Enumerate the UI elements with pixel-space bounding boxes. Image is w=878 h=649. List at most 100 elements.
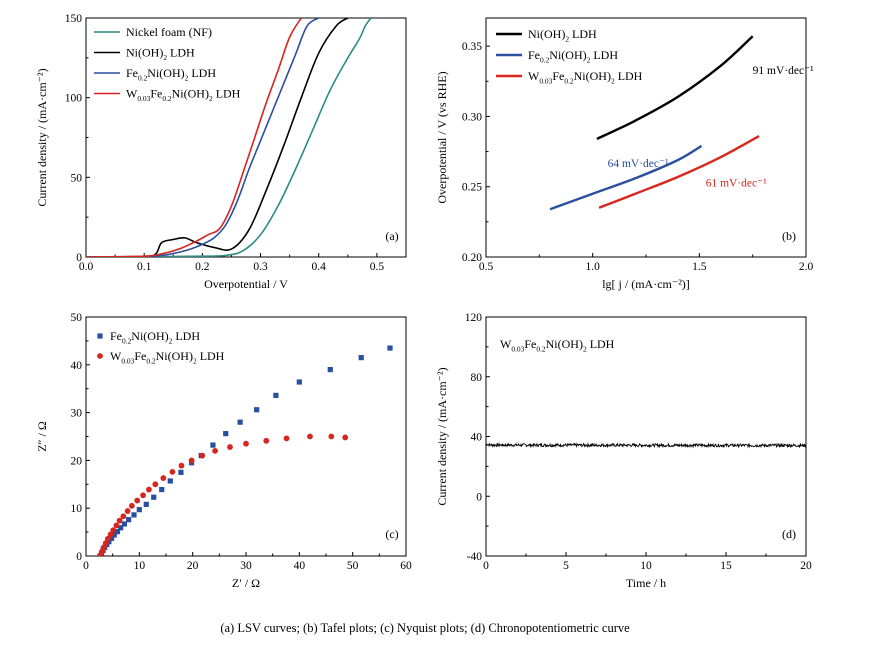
x-tick-label: 10: [640, 560, 652, 572]
legend-label: W0.03Fe0.2Ni(OH)2 LDH: [528, 69, 643, 86]
x-tick-label: 1.5: [692, 261, 707, 273]
series-line-nickel-foam-nf: [86, 18, 372, 257]
point-w0-03fe0-2ni-oh-2-ldh: [199, 452, 206, 459]
point-fe0-2ni-oh-2-ldh: [358, 355, 364, 361]
point-w0-03fe0-2ni-oh-2-ldh: [243, 440, 249, 447]
point-fe0-2ni-oh-2-ldh: [254, 407, 260, 413]
series-line-fe0-2ni-oh-2-ldh: [549, 144, 703, 211]
legend-label: Fe0.2Ni(OH)2 LDH: [126, 66, 216, 83]
figure-caption: (a) LSV curves; (b) Tafel plots; (c) Nyq…: [220, 621, 630, 635]
x-tick-label: 5: [563, 560, 569, 572]
legend-label: Nickel foam (NF): [126, 25, 212, 39]
slope-annotation: 64 mV·dec⁻¹: [608, 158, 669, 170]
y-tick-label: 0.25: [462, 182, 482, 194]
point-w0-03fe0-2ni-oh-2-ldh: [283, 435, 290, 442]
point-fe0-2ni-oh-2-ldh: [167, 478, 173, 484]
panel-label: (b): [782, 229, 796, 243]
slope-annotation: 91 mV·dec⁻¹: [753, 65, 814, 77]
x-tick-label: 15: [720, 560, 732, 572]
y-tick-label: 120: [465, 312, 483, 324]
x-tick-label: 0: [483, 560, 489, 572]
y-tick-label: 0.20: [462, 252, 482, 264]
y-tick-label: 150: [65, 13, 83, 25]
y-tick-label: 40: [71, 360, 83, 372]
point-w0-03fe0-2ni-oh-2-ldh: [100, 544, 107, 551]
point-fe0-2ni-oh-2-ldh: [387, 345, 393, 351]
x-tick-label: 0.2: [195, 261, 210, 273]
point-w0-03fe0-2ni-oh-2-ldh: [328, 433, 335, 440]
point-fe0-2ni-oh-2-ldh: [106, 539, 112, 545]
y-tick-label: 0.35: [462, 41, 482, 53]
x-tick-label: 0.5: [370, 261, 385, 273]
point-fe0-2ni-oh-2-ldh: [143, 501, 149, 507]
point-w0-03fe0-2ni-oh-2-ldh: [307, 433, 313, 440]
point-w0-03fe0-2ni-oh-2-ldh: [342, 434, 349, 441]
legend-label: Ni(OH)2 LDH: [528, 27, 597, 44]
legend: Fe0.2Ni(OH)2 LDH W0.03Fe0.2Ni(OH)2 LDH: [97, 329, 225, 366]
panel-label: (d): [782, 527, 796, 541]
point-w0-03fe0-2ni-oh-2-ldh: [110, 527, 117, 534]
point-fe0-2ni-oh-2-ldh: [118, 525, 124, 531]
point-fe0-2ni-oh-2-ldh: [121, 521, 127, 527]
y-axis-label: Z″ / Ω: [35, 421, 49, 452]
x-tick-label: 0.0: [79, 261, 94, 273]
y-tick-label: 100: [65, 93, 83, 105]
y-tick-label: 30: [71, 408, 83, 420]
point-fe0-2ni-oh-2-ldh: [111, 532, 117, 538]
plot-area: [86, 18, 372, 257]
x-tick-label: 10: [134, 560, 146, 572]
point-fe0-2ni-oh-2-ldh: [237, 419, 243, 425]
point-w0-03fe0-2ni-oh-2-ldh: [178, 462, 185, 469]
x-tick-label: 0.3: [253, 261, 268, 273]
panel-c-nyquist: 0 10 20 30 40 50 60 0 10 20 30 40 50 Z′ / Ω Z″ / Ω Fe0.…: [35, 312, 412, 590]
point-fe0-2ni-oh-2-ldh: [210, 442, 216, 448]
point-fe0-2ni-oh-2-ldh: [109, 535, 115, 541]
panel-label: (a): [385, 229, 398, 243]
x-tick-label: 0: [83, 560, 89, 572]
point-w0-03fe0-2ni-oh-2-ldh: [160, 475, 167, 481]
point-w0-03fe0-2ni-oh-2-ldh: [128, 502, 135, 509]
point-fe0-2ni-oh-2-ldh: [223, 431, 229, 437]
plot-area: [486, 441, 806, 449]
plot-area: [549, 35, 760, 211]
y-tick-label: 0: [476, 491, 482, 503]
point-w0-03fe0-2ni-oh-2-ldh: [124, 508, 131, 514]
point-w0-03fe0-2ni-oh-2-ldh: [120, 513, 127, 520]
legend-label: Fe0.2Ni(OH)2 LDH: [110, 329, 200, 346]
legend: W0.03Fe0.2Ni(OH)2 LDH: [500, 337, 615, 354]
x-tick-label: 20: [187, 560, 199, 572]
point-fe0-2ni-oh-2-ldh: [151, 494, 157, 500]
series-line-w0-03fe0-2ni-oh-2-ldh: [598, 135, 760, 209]
legend-label: Fe0.2Ni(OH)2 LDH: [528, 48, 618, 65]
y-tick-label: 20: [71, 455, 83, 467]
point-w0-03fe0-2ni-oh-2-ldh: [134, 497, 141, 504]
panel-a-lsv: 0.0 0.1 0.2 0.3 0.4 0.5 0 50 100 150 Overpotential…: [35, 13, 407, 291]
x-axis-label: Z′ / Ω: [232, 576, 260, 590]
y-tick-label: 0: [76, 551, 82, 563]
slope-annotation: 61 mV·dec⁻¹: [706, 178, 767, 190]
series-line-ni-oh-2-ldh: [86, 18, 349, 257]
point-w0-03fe0-2ni-oh-2-ldh: [107, 531, 114, 538]
point-fe0-2ni-oh-2-ldh: [159, 486, 165, 493]
legend-label: W0.03Fe0.2Ni(OH)2 LDH: [110, 349, 225, 366]
y-tick-label: 40: [471, 432, 483, 444]
point-w0-03fe0-2ni-oh-2-ldh: [227, 444, 233, 450]
legend-label: W0.03Fe0.2Ni(OH)2 LDH: [500, 337, 615, 354]
x-tick-label: 0.5: [479, 261, 494, 273]
legend: Nickel foam (NF) Ni(OH)2 LDH Fe0.2Ni(OH)2 …: [94, 25, 241, 103]
point-fe0-2ni-oh-2-ldh: [131, 512, 137, 518]
legend-label: Ni(OH)2 LDH: [126, 46, 195, 63]
y-tick-label: 0: [76, 252, 82, 264]
x-tick-label: 0.1: [137, 261, 152, 273]
point-w0-03fe0-2ni-oh-2-ldh: [146, 486, 152, 493]
y-axis-label: Current density / (mA·cm⁻²): [435, 367, 449, 505]
series-line-w0-03fe0-2ni-oh-2-ldh: [86, 18, 302, 257]
point-fe0-2ni-oh-2-ldh: [273, 392, 279, 398]
y-tick-label: 10: [71, 503, 83, 515]
legend-label: W0.03Fe0.2Ni(OH)2 LDH: [126, 87, 241, 104]
point-fe0-2ni-oh-2-ldh: [114, 529, 121, 535]
y-tick-label: 50: [71, 312, 83, 324]
point-fe0-2ni-oh-2-ldh: [136, 507, 142, 513]
point-w0-03fe0-2ni-oh-2-ldh: [169, 468, 176, 475]
